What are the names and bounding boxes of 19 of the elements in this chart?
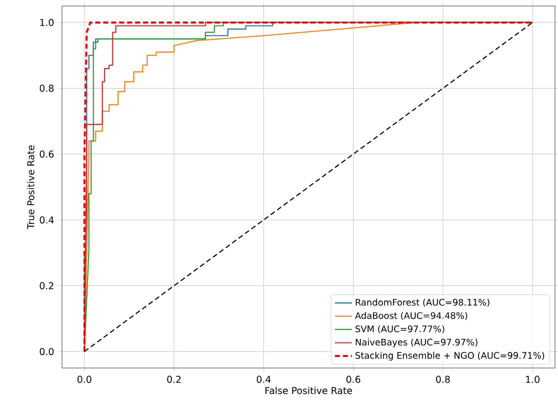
y-axis-title: True Positive Rate (27, 145, 34, 230)
y-tick-label: 1.0 (40, 18, 54, 26)
x-tick-label: 0.0 (78, 376, 92, 383)
y-tick-label: 0.0 (40, 348, 54, 356)
y-tick-label: 0.4 (40, 216, 54, 224)
x-tick-label: 1.0 (526, 376, 540, 383)
x-axis-title: False Positive Rate (265, 386, 352, 394)
y-tick-label: 0.8 (40, 84, 54, 92)
legend-label: AdaBoost (AUC=94.48%) (355, 312, 468, 320)
y-tick-label: 0.6 (40, 150, 54, 158)
x-tick-label: 0.8 (436, 376, 450, 383)
x-tick-label: 0.4 (256, 376, 271, 383)
legend-label: RandomForest (AUC=98.11%) (356, 298, 490, 307)
legend-label: Stacking Ensemble + NGO (AUC=99.71%) (356, 352, 544, 361)
legend-label: NaiveBayes (AUC=97.97%) (356, 338, 478, 348)
y-tick-label: 0.2 (40, 282, 54, 290)
legend-label: SVM (AUC=97.77%) (356, 325, 444, 334)
x-tick-label: 0.6 (346, 376, 360, 383)
x-tick-label: 0.2 (167, 376, 181, 383)
